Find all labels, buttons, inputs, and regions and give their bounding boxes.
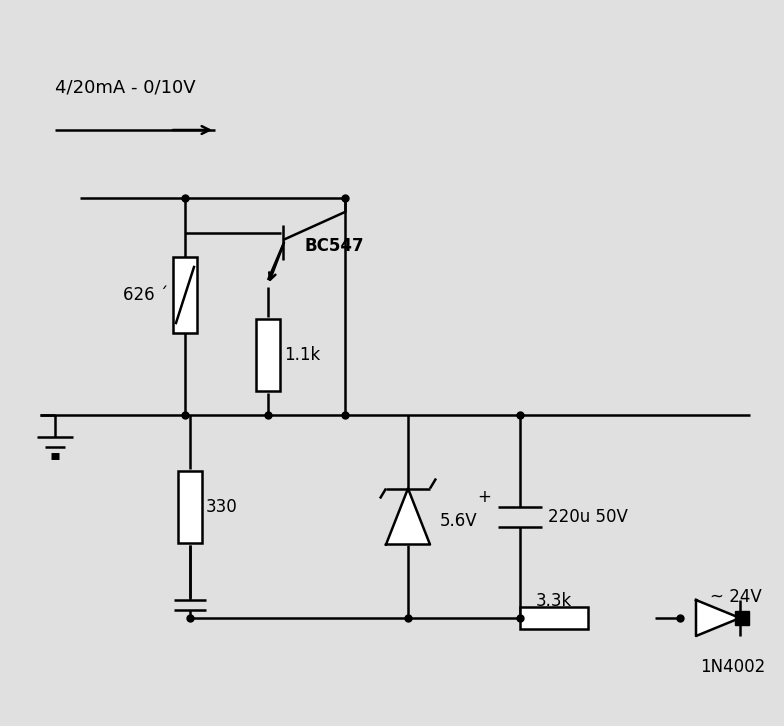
FancyBboxPatch shape (256, 319, 280, 391)
Text: ~ 24V: ~ 24V (710, 588, 762, 606)
Text: 1N4002: 1N4002 (700, 658, 766, 676)
Bar (735, 611, 749, 625)
Text: 330: 330 (206, 497, 238, 515)
Text: 3.3k: 3.3k (536, 592, 572, 610)
Polygon shape (696, 600, 740, 636)
Text: 1.1k: 1.1k (284, 346, 320, 364)
Text: 5.6V: 5.6V (440, 513, 477, 531)
FancyBboxPatch shape (173, 257, 197, 333)
Text: BC547: BC547 (305, 237, 365, 255)
Text: +: + (477, 487, 491, 505)
Polygon shape (386, 489, 430, 544)
FancyBboxPatch shape (178, 470, 202, 542)
Text: 626 ´: 626 ´ (123, 286, 169, 304)
Text: 220u 50V: 220u 50V (548, 507, 628, 526)
Text: 4/20mA - 0/10V: 4/20mA - 0/10V (55, 78, 196, 96)
FancyBboxPatch shape (520, 607, 588, 629)
